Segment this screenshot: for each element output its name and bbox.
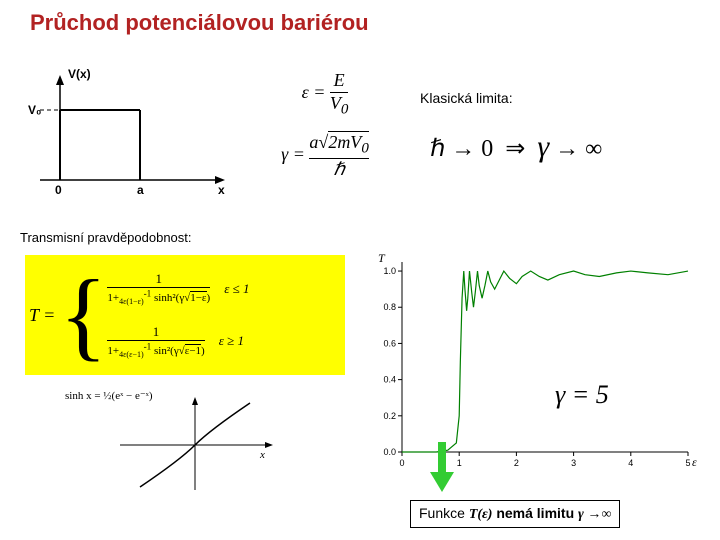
svg-text:0.4: 0.4 bbox=[383, 375, 396, 385]
svg-text:ε: ε bbox=[692, 455, 697, 469]
svg-text:0.8: 0.8 bbox=[383, 302, 396, 312]
a-label: a bbox=[137, 183, 144, 197]
sinh-diagram: sinh x = ½(eˣ − e⁻ˣ) x bbox=[60, 385, 290, 500]
svg-text:x: x bbox=[259, 449, 265, 461]
svg-text:0: 0 bbox=[399, 458, 404, 468]
definition-formulas: ε = E V0 γ = a√2mV0 ℏ bbox=[260, 70, 390, 180]
page-title: Průchod potenciálovou bariérou bbox=[30, 10, 369, 36]
case-2: 1 1+4ε(ε−1)-1 sin²(γ√ε−1) ε ≥ 1 bbox=[107, 324, 249, 359]
svg-text:T: T bbox=[378, 251, 386, 265]
svg-text:5: 5 bbox=[685, 458, 690, 468]
conclusion-box: Funkce T(ε) nemá limitu γ →∞ bbox=[410, 500, 620, 528]
transmission-label: Transmisní pravděpodobnost: bbox=[20, 230, 192, 245]
x-label: x bbox=[218, 183, 225, 197]
classical-limit-label: Klasická limita: bbox=[420, 90, 513, 106]
classical-limit-equation: ℏ → 0 ⇒ γ → ∞ bbox=[430, 130, 602, 164]
transmission-chart: 0 1 2 3 4 5 0.0 0.2 0.4 0.6 0.8 1.0 ε T bbox=[360, 250, 700, 480]
brace-icon: { bbox=[59, 265, 107, 365]
funkce-post: γ →∞ bbox=[578, 507, 611, 522]
sinh-formula: sinh x = ½(eˣ − e⁻ˣ) bbox=[65, 390, 153, 402]
gamma-5-label: γ = 5 bbox=[555, 380, 609, 410]
svg-text:0.0: 0.0 bbox=[383, 447, 396, 457]
svg-text:0.2: 0.2 bbox=[383, 411, 396, 421]
funkce-pre: Funkce bbox=[419, 505, 469, 521]
funkce-fn: T(ε) bbox=[469, 507, 493, 522]
svg-text:1.0: 1.0 bbox=[383, 266, 396, 276]
epsilon-formula: ε = E V0 bbox=[260, 70, 390, 118]
transmission-piecewise: T = { 1 1+4ε(1−ε)-1 sinh²(γ√1−ε) ε ≤ 1 1… bbox=[25, 255, 345, 375]
T-symbol: T = bbox=[25, 305, 59, 326]
gamma-formula: γ = a√2mV0 ℏ bbox=[260, 132, 390, 180]
svg-text:3: 3 bbox=[571, 458, 576, 468]
potential-barrier-diagram: V(x) V₀ 0 a x bbox=[20, 60, 240, 210]
origin-label: 0 bbox=[55, 183, 62, 197]
svg-text:4: 4 bbox=[628, 458, 633, 468]
green-arrow-icon bbox=[430, 442, 454, 492]
v0-label: V₀ bbox=[28, 103, 41, 117]
svg-text:1: 1 bbox=[457, 458, 462, 468]
funkce-mid: nemá limitu bbox=[492, 505, 578, 521]
svg-text:0.6: 0.6 bbox=[383, 338, 396, 348]
vx-label: V(x) bbox=[68, 67, 91, 81]
case-1: 1 1+4ε(1−ε)-1 sinh²(γ√1−ε) ε ≤ 1 bbox=[107, 271, 249, 306]
svg-text:2: 2 bbox=[514, 458, 519, 468]
